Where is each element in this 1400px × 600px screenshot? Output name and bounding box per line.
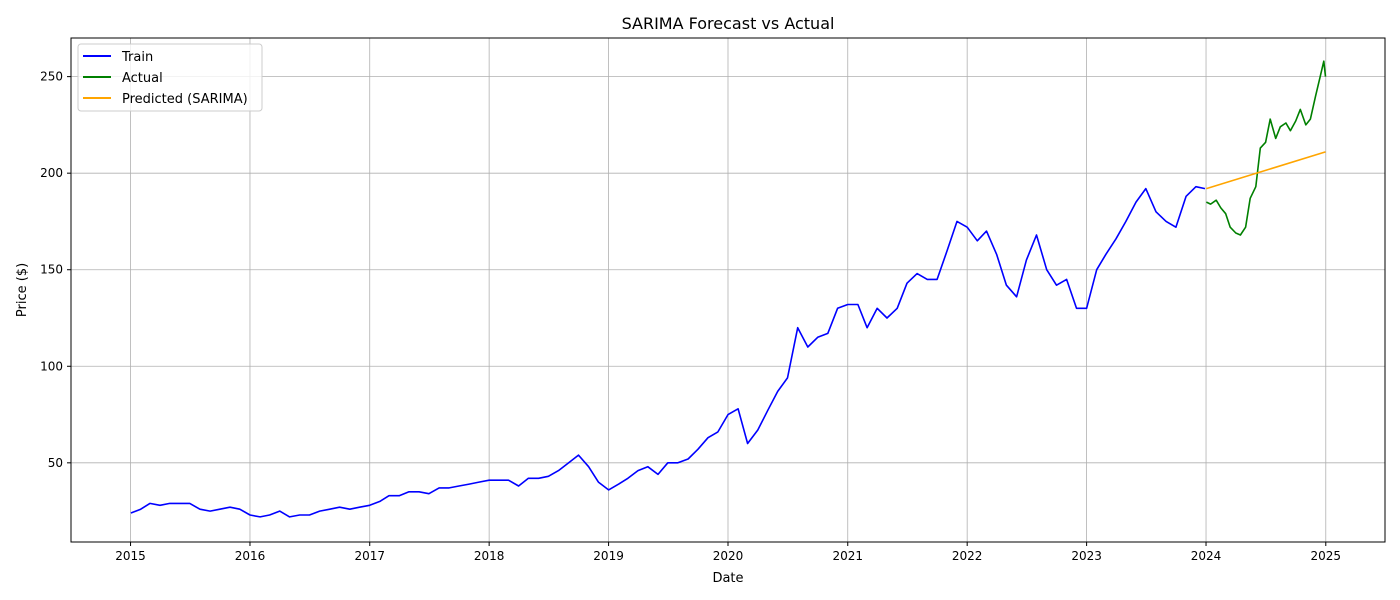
x-tick-label: 2016: [235, 549, 266, 563]
legend: Train Actual Predicted (SARIMA): [77, 43, 263, 112]
x-tick-label: 2024: [1191, 549, 1222, 563]
x-tick-label: 2018: [474, 549, 505, 563]
y-axis-label: Price ($): [15, 263, 30, 317]
series-layer: [130, 60, 1327, 518]
y-tick-label: 250: [40, 70, 63, 84]
y-tick-label: 150: [40, 263, 63, 277]
legend-label-train: Train: [121, 50, 153, 65]
x-tick-label: 2017: [354, 549, 385, 563]
x-tick-label: 2021: [832, 549, 863, 563]
x-axis-label: Date: [712, 571, 743, 586]
series-line-train: [130, 185, 1206, 518]
series-line-actual: [1206, 60, 1327, 236]
legend-box: [77, 43, 263, 112]
grid-layer: [71, 38, 1385, 542]
legend-label-predicted-sarima: Predicted (SARIMA): [122, 92, 248, 107]
chart-title: SARIMA Forecast vs Actual: [622, 14, 835, 33]
y-tick-label: 200: [40, 166, 63, 180]
x-tick-label: 2025: [1311, 549, 1342, 563]
x-tick-label: 2023: [1071, 549, 1102, 563]
x-tick-label: 2020: [713, 549, 744, 563]
x-tick-label: 2015: [115, 549, 146, 563]
y-tick-label: 100: [40, 359, 63, 373]
x-tick-label: 2022: [952, 549, 983, 563]
y-tick-label: 50: [48, 456, 63, 470]
legend-label-actual: Actual: [122, 71, 163, 86]
ticks-layer: 2015 2016 2017 2018 2019 2020 2021 2022 2023 2024…: [40, 70, 1341, 563]
series-line-predicted-sarima: [1206, 151, 1326, 190]
x-tick-label: 2019: [593, 549, 624, 563]
